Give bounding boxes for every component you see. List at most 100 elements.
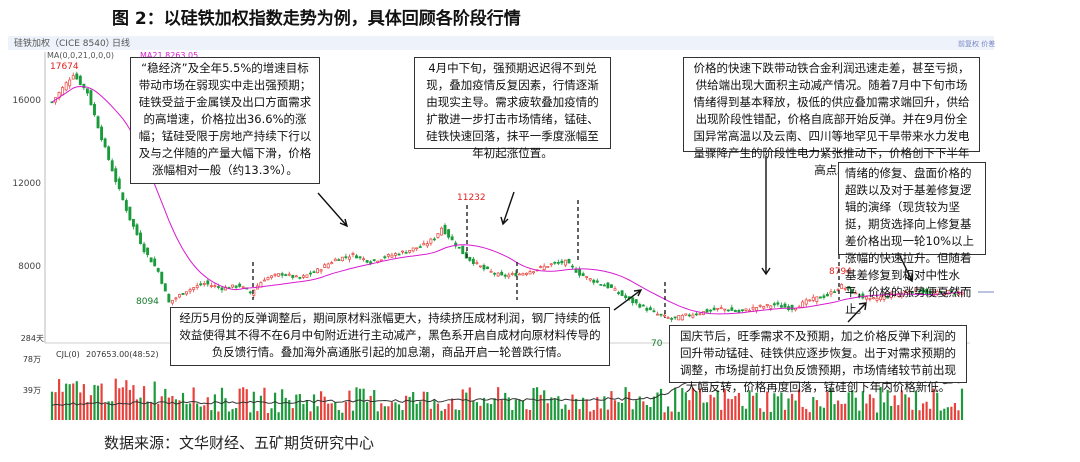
volume-bar: [929, 408, 932, 420]
candle-body: [309, 272, 312, 275]
candle-body: [946, 289, 950, 295]
volume-bar: [387, 406, 390, 420]
volume-bar: [727, 398, 730, 420]
candle-body: [716, 307, 720, 310]
candle-body: [680, 315, 684, 321]
volume-bar: [921, 403, 925, 420]
volume-bar: [886, 389, 889, 420]
candle-body: [447, 229, 451, 238]
candle-body: [879, 296, 883, 301]
candle-body: [107, 146, 111, 160]
candle-body: [553, 261, 557, 264]
note-box-basis-repair: 情绪的修复、盘面价格的超跌以及对于基差修复逻辑的演绎（现货较为坚挺，期货选择向上…: [838, 162, 986, 316]
volume-bar: [472, 400, 475, 420]
volume-bar: [709, 394, 712, 420]
candle-body: [85, 88, 89, 94]
candle-body: [507, 274, 511, 278]
volume-bar: [104, 403, 107, 420]
volume-bar: [465, 392, 468, 420]
candle-body: [266, 277, 270, 281]
candle-body: [656, 313, 659, 316]
candle-body: [202, 283, 206, 285]
candle-body: [114, 168, 118, 183]
volume-bar: [836, 400, 840, 420]
volume-bar: [86, 402, 89, 420]
volume-bar: [426, 392, 429, 420]
volume-bar: [224, 398, 227, 420]
candle-body: [270, 275, 273, 279]
volume-bar: [419, 401, 422, 420]
candle-body: [517, 273, 521, 276]
volume-bar: [599, 408, 602, 420]
candle-body: [404, 252, 408, 254]
volume-bar: [543, 390, 546, 420]
volume-bar: [578, 409, 581, 420]
volume-bar: [620, 402, 624, 420]
candle-body: [188, 288, 192, 292]
volume-bar: [270, 408, 273, 420]
volume-bar: [412, 392, 415, 420]
candle-body: [939, 291, 943, 294]
candle-body: [542, 265, 546, 271]
volume-bar: [635, 400, 638, 420]
volume-bar: [744, 408, 748, 420]
volume-bar: [521, 400, 525, 420]
candle-body: [864, 296, 868, 300]
volume-bar: [829, 389, 833, 420]
volume-bar: [815, 400, 818, 420]
volume-bar: [238, 388, 241, 420]
volume-bar: [787, 398, 790, 420]
volume-bar: [663, 412, 666, 420]
candle-body: [238, 283, 242, 287]
volume-bar: [323, 396, 326, 420]
volume-bar: [373, 390, 376, 420]
candle-body: [142, 243, 146, 253]
volume-bar: [560, 408, 563, 420]
volume-bar: [118, 388, 121, 420]
candle-body: [93, 104, 96, 116]
candle-body: [110, 160, 114, 172]
volume-bar: [574, 398, 578, 420]
volume-bar: [231, 409, 234, 420]
volume-bar: [433, 400, 436, 420]
volume-bar: [337, 410, 340, 420]
volume-bar: [766, 391, 769, 420]
volume-bar: [557, 396, 560, 420]
candle-body: [620, 290, 624, 296]
volume-bar: [691, 387, 694, 420]
volume-bar: [957, 410, 960, 420]
volume-bar: [160, 396, 163, 420]
candle-body: [468, 256, 472, 261]
candle-body: [578, 268, 582, 276]
volume-bar: [698, 388, 702, 420]
volume-bar: [164, 388, 167, 420]
candle-body: [528, 271, 532, 275]
candle-body: [128, 206, 132, 221]
candle-body: [525, 272, 528, 275]
candle-body: [422, 243, 426, 246]
volume-bar: [790, 393, 794, 420]
volume-bar: [649, 407, 652, 420]
volume-bar: [610, 391, 613, 420]
volume-bar: [911, 409, 914, 420]
candle-body: [316, 268, 320, 274]
candle-body: [401, 250, 404, 253]
volume-bar: [493, 398, 496, 420]
volume-bar: [263, 387, 266, 420]
candle-body: [758, 304, 762, 307]
volume-bar: [953, 403, 957, 420]
volume-bar: [404, 395, 408, 420]
volume-bar: [72, 383, 75, 420]
candle-body: [949, 290, 953, 293]
candle-body: [606, 282, 610, 289]
candle-body: [415, 247, 419, 250]
candle-body: [677, 315, 681, 321]
candle-body: [829, 291, 833, 295]
peak3-label: 8794: [829, 267, 852, 277]
volume-bar: [960, 388, 964, 420]
candle-body: [804, 299, 808, 305]
volume-bar: [79, 392, 82, 420]
ma-legend-label: MA(0,0,21,0,0,0): [47, 51, 114, 60]
candle-body: [234, 285, 238, 288]
candle-body: [712, 307, 716, 311]
